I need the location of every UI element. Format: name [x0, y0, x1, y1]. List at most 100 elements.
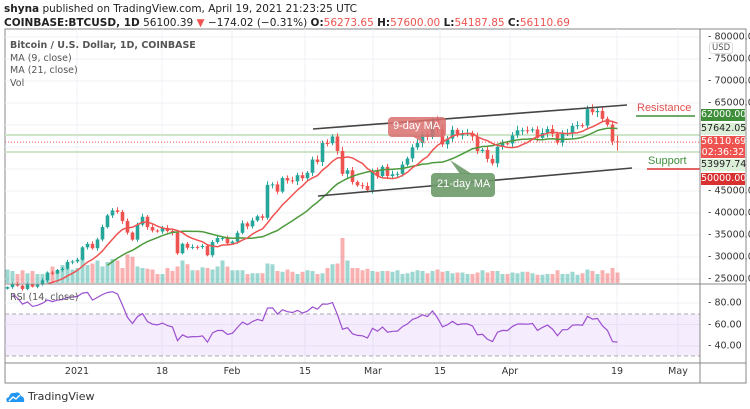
candle-body	[605, 118, 610, 125]
volume-bar	[485, 272, 490, 283]
volume-bar	[200, 267, 205, 283]
candle-body	[450, 129, 455, 139]
candle-body	[75, 259, 80, 262]
volume-bar	[420, 271, 425, 283]
volume-bar	[425, 273, 430, 283]
time-tick: Apr	[501, 366, 519, 377]
volume-bar	[600, 270, 605, 283]
price-tick: - 65000.00	[708, 97, 750, 109]
candle-body	[85, 243, 90, 248]
legend-rsi[interactable]: RSI (14, close)	[10, 292, 79, 303]
volume-bar	[560, 274, 565, 283]
candle-body	[490, 158, 495, 164]
volume-bar	[395, 270, 400, 283]
volume-bar	[210, 269, 215, 283]
price-tick: - 45000.00	[708, 185, 750, 197]
volume-bar	[525, 271, 530, 283]
tradingview-cloud-icon	[6, 391, 25, 402]
bar-countdown: 02:36:32	[701, 147, 745, 158]
volume-bar	[340, 238, 345, 283]
volume-bar	[230, 270, 235, 283]
candle-body	[65, 261, 70, 269]
candle-body	[375, 170, 380, 177]
candle-body	[525, 130, 530, 132]
support-price-tag: 50000.00	[701, 173, 747, 185]
volume-bar	[160, 274, 165, 283]
legend-ma21[interactable]: MA (21, close)	[10, 65, 78, 76]
currency-label[interactable]: USD	[709, 42, 734, 54]
candle-body	[10, 283, 15, 288]
chart-legend: Bitcoin / U.S. Dollar, 1D, COINBASE MA (…	[10, 40, 196, 90]
candle-body	[520, 130, 525, 132]
rsi-line	[12, 291, 618, 344]
candle-body	[245, 223, 250, 227]
candle-body	[515, 130, 520, 136]
channel-upper-trendline[interactable]	[312, 104, 628, 130]
candle-body	[175, 232, 180, 254]
horizontal-levels	[5, 134, 700, 153]
volume-bar	[130, 256, 135, 283]
volume-bar	[205, 268, 210, 283]
volume-bar	[95, 260, 100, 283]
candle-body	[345, 170, 350, 174]
candle-body	[140, 216, 145, 225]
ma9-callout-text: 9-day MA	[393, 120, 441, 132]
volume-bar	[225, 266, 230, 283]
candle-body	[220, 238, 225, 240]
publish-date: published on TradingView.com, April 19, …	[42, 3, 357, 15]
candle-body	[400, 164, 405, 174]
volume-bar	[105, 262, 110, 283]
volume-bar	[10, 271, 15, 283]
volume-bar	[165, 268, 170, 283]
candle-body	[310, 159, 315, 173]
volume-bar	[605, 273, 610, 283]
volume-bar	[385, 271, 390, 283]
ma9-callout[interactable]	[388, 117, 446, 144]
candle-body	[595, 110, 600, 113]
volume-bar	[590, 271, 595, 283]
price-tick: - 80000.00	[708, 31, 750, 43]
author[interactable]: shyna	[4, 3, 40, 15]
volume-bar	[315, 274, 320, 283]
legend-ma9[interactable]: MA (9, close)	[10, 52, 72, 64]
volume-bar	[480, 270, 485, 283]
volume-bar	[250, 273, 255, 283]
candle-body	[55, 269, 60, 274]
candle-body	[410, 147, 415, 159]
candle-body	[395, 173, 400, 175]
volume-bar	[115, 260, 120, 283]
volume-bar	[540, 274, 545, 283]
candle-body	[190, 246, 195, 248]
candle-body	[130, 232, 135, 240]
rsi-tick: - 60.00	[708, 319, 742, 330]
tradingview-logo[interactable]: TradingView	[5, 390, 94, 403]
low-label: L:	[443, 17, 455, 29]
time-tick: 15	[298, 366, 312, 377]
candle-body	[485, 149, 490, 159]
candle-body	[70, 261, 75, 263]
volume-bar	[5, 269, 10, 283]
legend-title[interactable]: Bitcoin / U.S. Dollar, 1D, COINBASE	[10, 40, 196, 51]
candle-body	[380, 166, 385, 177]
last-price-value: 56110.69	[701, 136, 747, 147]
volume-bar	[580, 273, 585, 283]
volume-bar	[110, 259, 115, 283]
volume-bar	[530, 273, 535, 283]
candle-body	[200, 246, 205, 248]
ma21-callout[interactable]	[431, 160, 495, 197]
volume-bar	[270, 264, 275, 283]
legend-vol[interactable]: Vol	[10, 77, 25, 89]
candle-body	[420, 134, 425, 144]
candle-body	[185, 243, 190, 248]
low-value: 54187.85	[454, 17, 505, 29]
candle-body	[480, 149, 485, 151]
volume-bar	[120, 268, 125, 283]
candle-body	[575, 125, 580, 127]
volume-bar	[145, 268, 150, 283]
volume-bar	[215, 266, 220, 283]
volume-bar	[235, 270, 240, 283]
candle-body	[60, 268, 65, 270]
candle-body	[150, 227, 155, 231]
candle-body	[300, 175, 305, 179]
